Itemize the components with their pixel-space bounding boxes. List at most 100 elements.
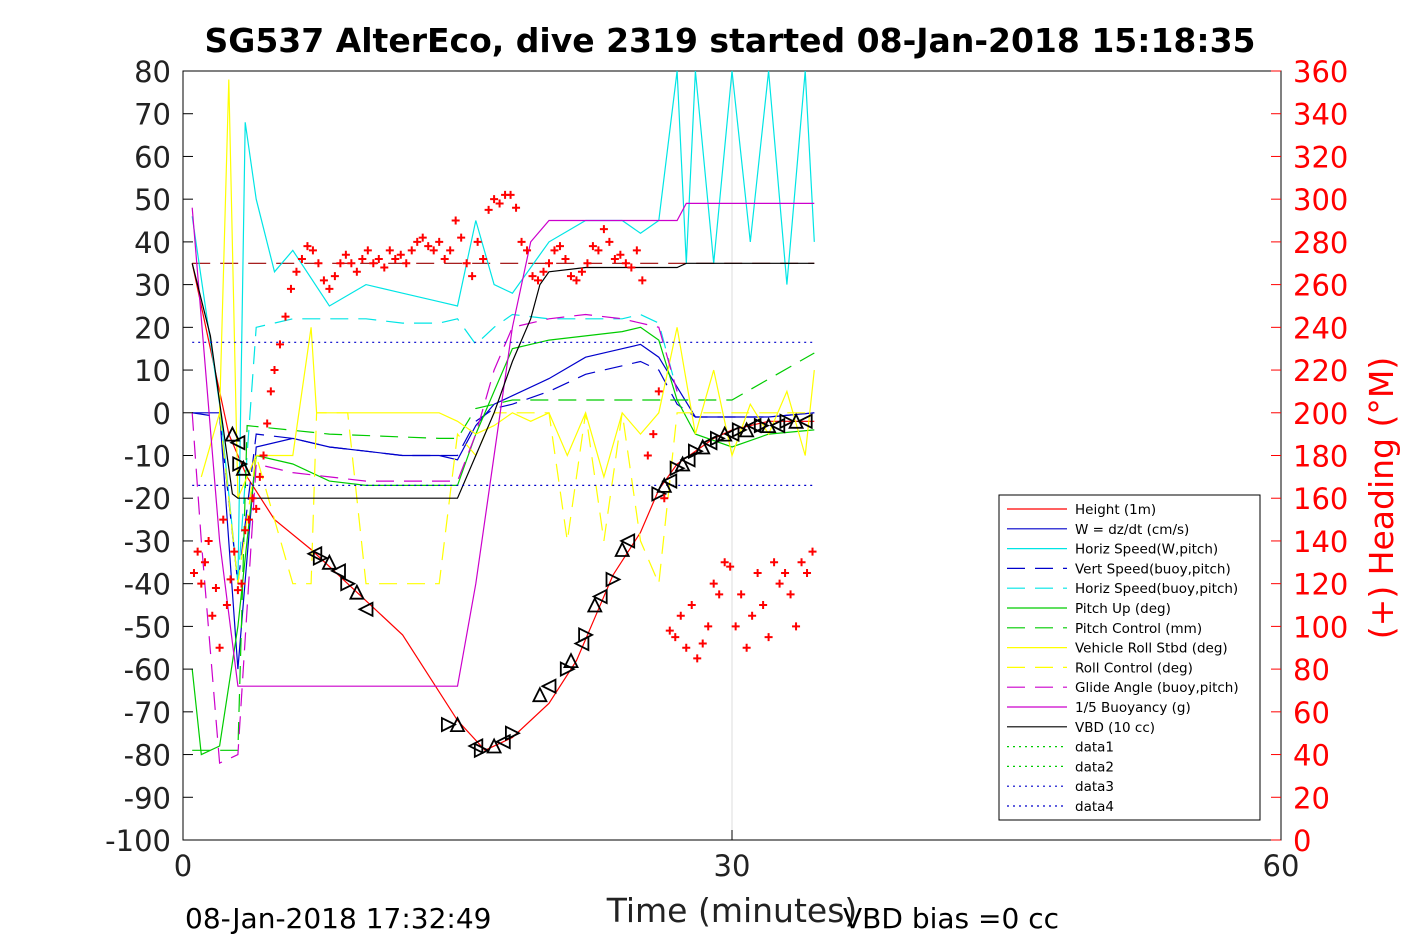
legend-label: data1	[1075, 740, 1114, 756]
heading-point	[308, 246, 317, 255]
y-tick-label: -40	[124, 568, 171, 602]
heading-point	[534, 276, 543, 285]
y-right-tick-label: 0	[1293, 824, 1311, 858]
heading-point	[374, 254, 383, 263]
legend-label: Horiz Speed(W,pitch)	[1075, 542, 1218, 558]
heading-point	[665, 626, 674, 635]
heading-point	[599, 225, 608, 234]
legend: Height (1m) W = dz/dt (cm/s) Horiz Speed(W…	[998, 494, 1261, 821]
heading-point	[233, 586, 242, 595]
y-right-tick-label: 100	[1293, 610, 1348, 644]
depth-marker	[710, 430, 726, 447]
y-tick-label: -50	[124, 610, 171, 644]
series-line-11	[191, 262, 815, 499]
heading-point	[479, 254, 488, 263]
heading-point	[462, 259, 471, 268]
depth-marker	[540, 678, 557, 695]
heading-point	[523, 246, 532, 255]
depth-marker	[494, 733, 511, 750]
heading-point	[222, 601, 231, 610]
heading-point	[435, 237, 444, 246]
y-right-tick-label: 300	[1293, 183, 1348, 217]
y-right-tick-label: 340	[1293, 98, 1348, 132]
heading-point	[490, 195, 499, 204]
heading-point	[594, 246, 603, 255]
heading-point	[237, 579, 246, 588]
series-line-7	[200, 79, 815, 499]
y-right-tick-label: 20	[1293, 781, 1330, 815]
heading-point	[539, 267, 548, 276]
depth-marker	[224, 425, 241, 442]
legend-label: Horiz Speed(buoy,pitch)	[1075, 581, 1238, 597]
heading-point	[266, 387, 275, 396]
y-axis-right-label: (+) Heading (°M)	[1362, 357, 1401, 639]
heading-point	[281, 312, 290, 321]
y-right-tick-label: 160	[1293, 482, 1348, 516]
legend-label: 1/5 Buoyancy (g)	[1075, 700, 1191, 716]
depth-marker	[348, 583, 365, 600]
depth-marker	[753, 417, 770, 434]
heading-point	[275, 340, 284, 349]
heading-point	[808, 547, 817, 556]
heading-point	[204, 536, 213, 545]
y-tick-label: 60	[134, 140, 171, 174]
depth-marker	[674, 455, 691, 472]
depth-marker	[578, 626, 595, 643]
heading-point	[380, 263, 389, 272]
depth-marker	[688, 443, 704, 460]
heading-point	[775, 579, 784, 588]
heading-point	[440, 254, 449, 263]
y-right-tick-label: 220	[1293, 354, 1348, 388]
heading-layer	[189, 190, 817, 663]
y-tick-label: 20	[134, 311, 171, 345]
depth-marker	[619, 532, 636, 549]
y-tick-label: 80	[134, 55, 171, 89]
depth-marker	[321, 553, 338, 570]
y-tick-label: -10	[124, 440, 171, 474]
heading-point	[572, 276, 581, 285]
heading-point	[292, 267, 301, 276]
depth-marker	[235, 459, 252, 476]
depth-marker	[586, 596, 603, 613]
footer-timestamp: 08-Jan-2018 17:32:49	[185, 902, 491, 935]
heading-point	[731, 622, 740, 631]
heading-point	[643, 451, 652, 460]
y-tick-label: -20	[124, 482, 171, 516]
y-tick-label: -90	[124, 781, 171, 815]
heading-point	[347, 259, 356, 268]
heading-point	[303, 242, 312, 251]
legend-label: data3	[1075, 779, 1114, 795]
heading-point	[385, 246, 394, 255]
heading-point	[413, 237, 422, 246]
y-tick-label: -30	[124, 525, 171, 559]
series-line-6	[192, 352, 815, 751]
heading-point	[715, 590, 724, 599]
heading-point	[407, 246, 416, 255]
heading-point	[391, 254, 400, 263]
y-right-tick-label: 40	[1293, 739, 1330, 773]
heading-point	[325, 284, 334, 293]
depth-marker	[716, 425, 733, 442]
heading-point	[200, 558, 209, 567]
legend-label: Vert Speed(buoy,pitch)	[1075, 561, 1231, 577]
heading-point	[336, 259, 345, 268]
y-tick-label: -100	[105, 824, 171, 858]
y-right-tick-label: 200	[1293, 397, 1348, 431]
heading-point	[226, 575, 235, 584]
heading-point	[330, 272, 339, 281]
heading-point	[605, 237, 614, 246]
heading-point	[528, 272, 537, 281]
marker-layer	[224, 412, 813, 759]
y-tick-label: 10	[134, 354, 171, 388]
heading-point	[660, 494, 669, 503]
depth-marker	[531, 686, 548, 703]
x-tick-label: 30	[714, 849, 751, 883]
y-right-tick-label: 80	[1293, 653, 1330, 687]
y-right-tick-label: 140	[1293, 525, 1348, 559]
heading-point	[402, 259, 411, 268]
heading-point	[742, 643, 751, 652]
heading-point	[583, 259, 592, 268]
heading-point	[770, 558, 779, 567]
y-tick-label: 50	[134, 183, 171, 217]
legend-label: Pitch Control (mm)	[1075, 621, 1202, 637]
